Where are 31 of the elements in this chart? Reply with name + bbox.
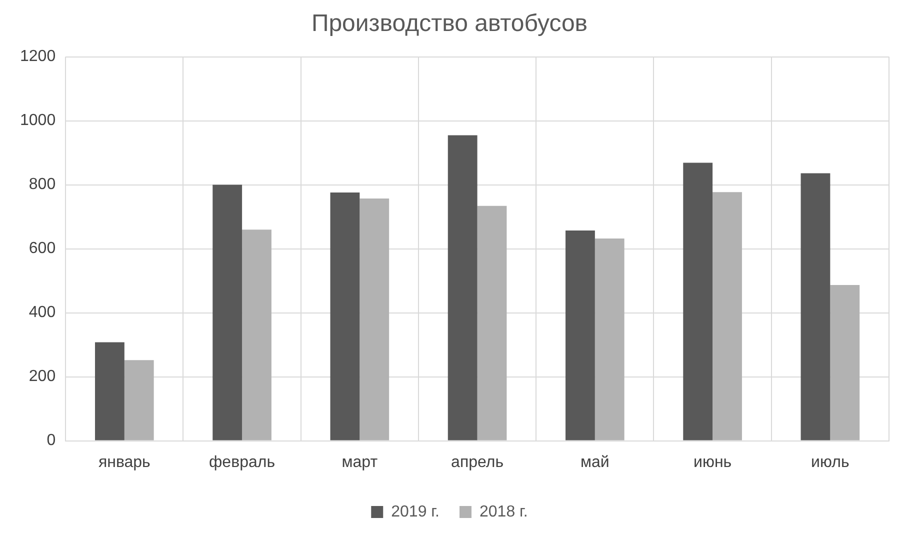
bar bbox=[330, 192, 360, 440]
y-tick-label: 1200 bbox=[20, 48, 56, 66]
x-tick-label: июнь bbox=[694, 454, 732, 471]
x-tick-label: январь bbox=[98, 454, 150, 471]
legend-label: 2019 г. bbox=[391, 503, 440, 520]
bar bbox=[566, 230, 595, 440]
bar bbox=[830, 284, 860, 440]
bar bbox=[712, 192, 742, 440]
x-tick-label: июль bbox=[811, 454, 850, 471]
y-tick-label: 800 bbox=[28, 176, 56, 194]
x-tick-label: февраль bbox=[209, 454, 276, 471]
bar bbox=[212, 184, 242, 440]
bar bbox=[242, 230, 272, 440]
y-tick-label: 200 bbox=[28, 368, 56, 386]
y-tick-label: 600 bbox=[28, 240, 56, 258]
bar bbox=[448, 135, 478, 440]
x-tick-label: май bbox=[580, 454, 610, 471]
y-tick-label: 400 bbox=[28, 304, 56, 322]
bar bbox=[477, 206, 507, 440]
bar bbox=[360, 198, 390, 440]
y-tick-label: 1000 bbox=[20, 112, 56, 130]
x-tick-label: март bbox=[342, 454, 378, 471]
y-tick-label: 0 bbox=[46, 432, 56, 450]
x-tick-label: апрель bbox=[451, 454, 504, 471]
bar bbox=[683, 162, 713, 440]
chart-title: Производство автобусов bbox=[311, 10, 588, 38]
bar bbox=[800, 173, 830, 440]
legend-label: 2018 г. bbox=[480, 503, 528, 520]
bar bbox=[124, 360, 154, 440]
bar bbox=[95, 342, 124, 440]
bar bbox=[594, 238, 624, 440]
